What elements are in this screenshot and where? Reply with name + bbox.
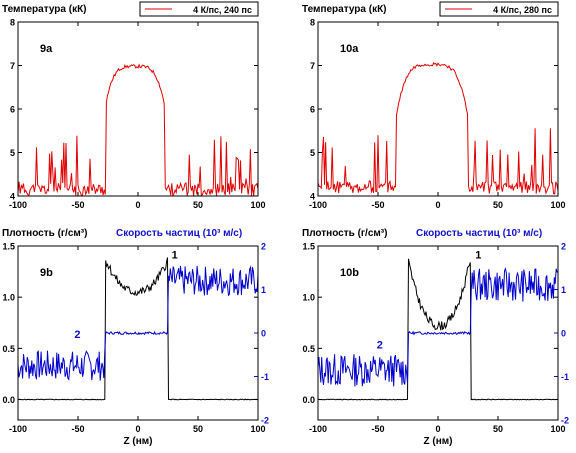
x-tick-label: 0 <box>135 200 140 210</box>
chart-panel-9a: Температура (кК) 4 5 6 7 8 -100 -50 0 50 100 9a 4 К/… <box>2 1 266 210</box>
x-tick-label: -50 <box>371 200 384 210</box>
x-tick-label: -100 <box>9 200 27 210</box>
y-tick-label: 6 <box>10 105 15 115</box>
curve-label: 1 <box>475 249 481 261</box>
y2-tick-label: 0 <box>261 329 266 339</box>
y-tick-label: 1.5 <box>302 242 315 252</box>
panel-label: 9b <box>40 267 53 279</box>
y-tick-label: 6 <box>310 105 315 115</box>
x-tick-label: -100 <box>9 424 27 434</box>
y-tick-label: 4 <box>310 192 315 202</box>
x-axis-label: Z (нм) <box>424 436 453 447</box>
panel-title: Плотность (г/см³) <box>2 228 87 239</box>
chart-panel-10b: Плотность (г/см³) Скорость частиц (10³ м/… <box>302 228 569 447</box>
y-tick-label: 5 <box>310 148 315 158</box>
y2-tick-label: -1 <box>261 372 269 382</box>
series-line-4 К/пс, 240 пс <box>17 63 259 198</box>
panel-label: 10b <box>340 267 359 279</box>
x-tick-label: 0 <box>435 424 440 434</box>
curve-label: 2 <box>74 329 80 341</box>
panel-title: Плотность (г/см³) <box>302 228 387 239</box>
y-tick-label: 0.0 <box>2 395 15 405</box>
y-tick-label: 0.5 <box>302 344 315 354</box>
chart-panel-9b: Плотность (г/см³) Скорость частиц (10³ м/… <box>2 228 269 447</box>
x-tick-label: 50 <box>193 424 203 434</box>
y-tick-label: 7 <box>10 61 15 71</box>
series-line-1 <box>317 258 559 401</box>
y-tick-label: 1.0 <box>302 293 315 303</box>
x-tick-label: -100 <box>309 424 327 434</box>
y2-tick-label: 0 <box>561 329 566 339</box>
legend-label: 4 К/пс, 240 пс <box>193 5 252 15</box>
x-tick-label: 0 <box>435 200 440 210</box>
y2-tick-label: -1 <box>561 372 569 382</box>
x-tick-label: 100 <box>550 424 565 434</box>
y-tick-label: 4 <box>10 192 15 202</box>
x-tick-label: -100 <box>309 200 327 210</box>
plot-frame <box>317 21 559 197</box>
legend-box <box>139 1 259 17</box>
y2-tick-label: 2 <box>561 242 566 252</box>
y-tick-label: 8 <box>10 18 15 28</box>
plot-frame <box>17 21 259 197</box>
y-tick-label: 1.5 <box>2 242 15 252</box>
plot-frame <box>317 245 559 421</box>
x-axis-label: Z (нм) <box>124 436 153 447</box>
legend-label: 4 К/пс, 280 пс <box>493 5 552 15</box>
y-tick-label: 0.0 <box>302 395 315 405</box>
y-tick-label: 7 <box>310 61 315 71</box>
panel-title: Температура (кК) <box>2 4 87 15</box>
x-tick-label: -50 <box>71 424 84 434</box>
y-tick-label: 5 <box>10 148 15 158</box>
x-tick-label: 0 <box>135 424 140 434</box>
plot-frame <box>17 245 259 421</box>
x-tick-label: 50 <box>493 200 503 210</box>
x-tick-label: -50 <box>371 424 384 434</box>
y2-tick-label: -2 <box>561 416 569 426</box>
panel-title: Температура (кК) <box>302 4 387 15</box>
y2-tick-label: 1 <box>561 285 566 295</box>
curve-label: 2 <box>377 339 383 351</box>
x-tick-label: 50 <box>193 200 203 210</box>
y-tick-label: 0.5 <box>2 344 15 354</box>
chart-panel-10a: Температура (кК) 4 5 6 7 8 -100 -50 0 50 100 10a 4 К… <box>302 1 566 210</box>
y2-tick-label: -2 <box>261 416 269 426</box>
x-tick-label: 100 <box>250 200 265 210</box>
y2-tick-label: 2 <box>261 242 266 252</box>
series-line-2 <box>317 267 559 387</box>
right-axis-title: Скорость частиц (10³ м/с) <box>416 228 542 239</box>
y2-tick-label: 1 <box>261 285 266 295</box>
right-axis-title: Скорость частиц (10³ м/с) <box>116 228 242 239</box>
panel-label: 10a <box>340 43 359 55</box>
y-tick-label: 1.0 <box>2 293 15 303</box>
curve-label: 1 <box>172 249 178 261</box>
x-tick-label: 100 <box>250 424 265 434</box>
panel-label: 9a <box>40 43 53 55</box>
x-tick-label: -50 <box>71 200 84 210</box>
y-tick-label: 8 <box>310 18 315 28</box>
x-tick-label: 50 <box>493 424 503 434</box>
legend-box <box>439 1 559 17</box>
series-line-1 <box>17 257 259 401</box>
series-line-4 К/пс, 280 пс <box>317 62 559 195</box>
x-tick-label: 100 <box>550 200 565 210</box>
series-line-2 <box>17 265 259 381</box>
